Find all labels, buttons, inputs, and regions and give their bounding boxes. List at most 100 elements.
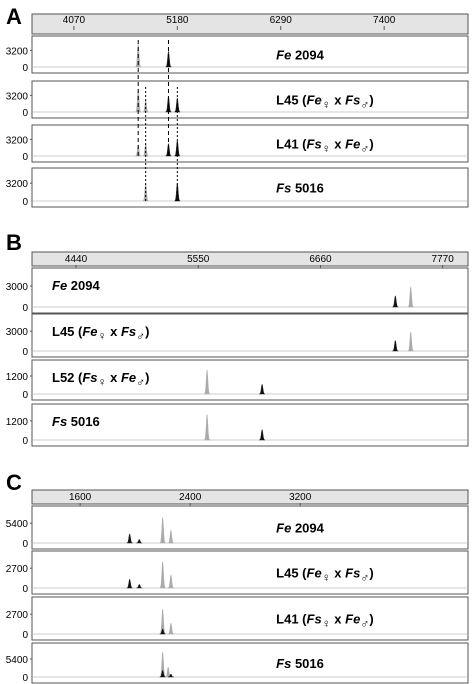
- track-label: Fe 2094: [276, 48, 324, 63]
- label-close: ): [369, 93, 373, 108]
- strain-name: Fe: [52, 278, 67, 293]
- peak: [159, 628, 166, 635]
- x-tick-label: 3200: [289, 492, 312, 503]
- strain-number: 2094: [291, 521, 324, 536]
- y-tick-label: 5400: [6, 655, 29, 666]
- y-tick-label: 0: [22, 303, 28, 314]
- x-tick-label: 7400: [373, 15, 396, 26]
- track: 5400 0 Fs 5016: [6, 642, 469, 684]
- track-label: L41 (Fs♀ x Fe♂): [276, 612, 374, 631]
- y-tick-label: 0: [22, 347, 28, 358]
- y-tick-label: 5400: [6, 519, 29, 530]
- peak: [167, 529, 174, 544]
- peak: [203, 369, 211, 395]
- track: 3200 0 Fe 2094: [6, 35, 469, 74]
- male-symbol: ♂: [360, 98, 369, 112]
- track: 2700 0 L41 (Fs♀ x Fe♂): [6, 596, 469, 641]
- strain-name: Fs: [276, 656, 291, 671]
- track-label: L45 (Fe♀ x Fs♂): [276, 93, 374, 112]
- peak: [167, 574, 174, 589]
- female-symbol: ♀: [322, 98, 331, 112]
- peak: [126, 578, 133, 589]
- y-tick-label: 0: [22, 673, 28, 684]
- y-tick-label: 3000: [6, 282, 29, 293]
- female-symbol: ♀: [98, 329, 107, 343]
- cross-sign: x: [107, 324, 121, 339]
- female-symbol: ♀: [322, 142, 331, 156]
- track: 2700 0 L45 (Fe♀ x Fs♂): [6, 550, 469, 595]
- y-tick-label: 0: [22, 152, 28, 163]
- strain-name: Fs: [276, 181, 291, 196]
- female-parent: Fe: [307, 93, 322, 108]
- track: 3200 0 L45 (Fe♀ x Fs♂): [6, 80, 469, 119]
- label-close: ): [145, 324, 149, 339]
- x-tick-label: 4440: [65, 254, 88, 265]
- peak: [159, 517, 166, 544]
- track-label: L45 (Fe♀ x Fs♂): [52, 324, 150, 343]
- peak: [136, 539, 143, 544]
- panel-letter: B: [6, 230, 22, 255]
- peak: [167, 622, 174, 635]
- track: 3000 0 Fe 2094: [6, 267, 469, 314]
- x-tick-label: 7770: [432, 254, 455, 265]
- male-symbol: ♂: [360, 617, 369, 631]
- strain-number: 5016: [291, 181, 324, 196]
- female-parent: Fe: [307, 566, 322, 581]
- peak: [135, 144, 142, 157]
- peak: [259, 383, 266, 395]
- x-axis-strip: [31, 489, 469, 505]
- strain-number: 2094: [67, 278, 100, 293]
- track-label: Fe 2094: [276, 521, 324, 536]
- strain-name: Fs: [52, 414, 67, 429]
- peak: [165, 143, 172, 157]
- female-parent: Fs: [307, 137, 322, 152]
- strain-number: 5016: [67, 414, 100, 429]
- y-tick-label: 0: [22, 584, 28, 595]
- peak: [126, 533, 133, 544]
- y-tick-label: 3200: [6, 135, 29, 146]
- track-label: L52 (Fs♀ x Fe♂): [52, 370, 150, 389]
- female-symbol: ♀: [322, 617, 331, 631]
- strain-number: 5016: [291, 656, 324, 671]
- y-tick-label: 0: [22, 436, 28, 447]
- cross-sign: x: [331, 137, 345, 152]
- track-frame: [31, 505, 469, 550]
- y-tick-label: 2700: [6, 610, 29, 621]
- y-tick-label: 0: [22, 539, 28, 550]
- male-parent: Fs: [121, 324, 136, 339]
- female-parent: Fs: [82, 370, 97, 385]
- track-frame: [31, 550, 469, 595]
- x-tick-label: 2400: [179, 492, 202, 503]
- peak: [392, 295, 399, 308]
- peak: [392, 340, 399, 352]
- peak: [203, 414, 211, 441]
- x-tick-label: 1600: [69, 492, 92, 503]
- strain-name: Fe: [276, 521, 291, 536]
- line-name: L41 (: [276, 612, 307, 627]
- x-tick-label: 6290: [270, 15, 293, 26]
- peak: [159, 651, 166, 678]
- track-frame: [31, 642, 469, 684]
- panel-letter: A: [6, 4, 22, 29]
- line-name: L45 (: [52, 324, 83, 339]
- female-symbol: ♀: [322, 571, 331, 585]
- y-tick-label: 0: [22, 197, 28, 208]
- peak: [159, 609, 166, 635]
- track: 3200 0 Fs 5016: [6, 167, 469, 208]
- male-parent: Fs: [345, 93, 360, 108]
- male-parent: Fe: [345, 612, 360, 627]
- y-tick-label: 3200: [6, 46, 29, 57]
- track: 3200 0 L41 (Fs♀ x Fe♂): [6, 124, 469, 163]
- male-symbol: ♂: [360, 571, 369, 585]
- cross-sign: x: [331, 566, 345, 581]
- line-name: L45 (: [276, 93, 307, 108]
- x-axis-strip: [31, 13, 469, 35]
- female-symbol: ♀: [98, 375, 107, 389]
- track-frame: [31, 80, 469, 119]
- track-frame: [31, 124, 469, 163]
- track-label: Fs 5016: [276, 181, 324, 196]
- label-close: ): [369, 137, 373, 152]
